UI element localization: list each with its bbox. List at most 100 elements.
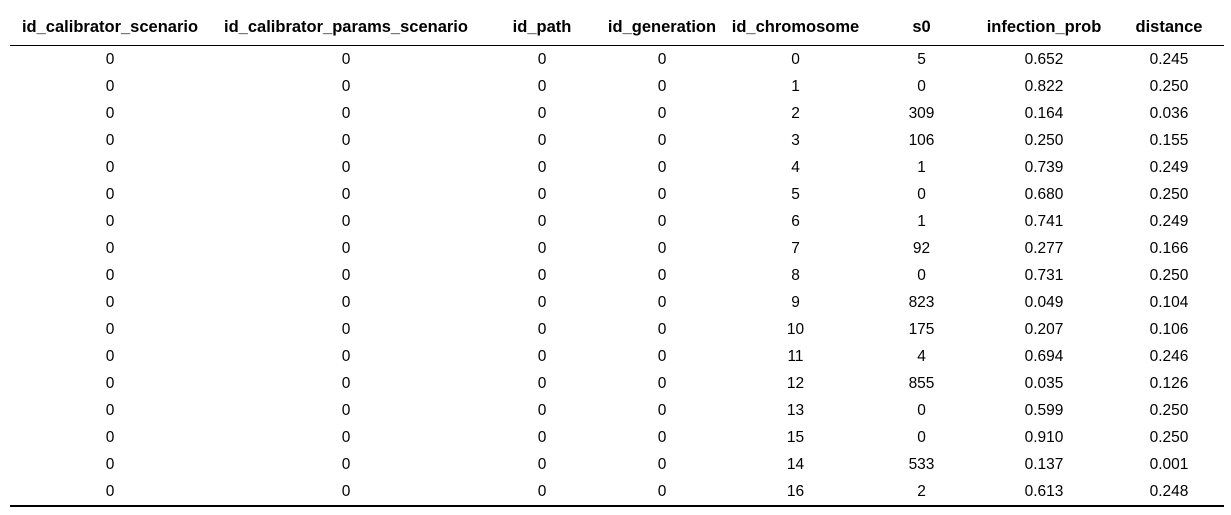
table-cell-id-calibrator-params-scenario: 0 [341,266,351,284]
table-cell-id-calibrator-scenario: 0 [105,320,115,338]
table-cell-id-chromosome: 10 [786,320,805,338]
table-cell-id-calibrator-params-scenario: 0 [341,401,351,419]
table-cell-id-generation: 0 [657,158,667,176]
table-cell-id-path: 0 [537,428,547,446]
table-cell-s0: 2 [869,478,974,507]
table-cell-s0: 4 [917,347,926,365]
table-cell-id-path: 0 [537,266,547,284]
table-cell-id-chromosome: 11 [787,347,804,365]
table-cell-id-calibrator-scenario: 0 [105,131,115,149]
table-cell-distance: 0.155 [1149,131,1189,149]
column-header-distance: distance [1114,10,1224,46]
table-cell-id-generation: 0 [657,104,667,122]
table-cell-id-path: 0 [537,77,547,95]
table-cell-infection-prob: 0.694 [1024,347,1064,365]
table-cell-id-chromosome: 2 [791,104,800,122]
table-row: 0 0 0 0 8 0 0.731 0.250 [10,262,1224,289]
table-row: 0 0 0 0 11 4 0.694 0.246 [10,343,1224,370]
table-cell-id-calibrator-scenario: 0 [105,185,115,203]
table-cell-id-calibrator-scenario: 0 [105,428,115,446]
table-cell-id-calibrator-scenario: 0 [105,455,115,473]
table-cell-id-calibrator-params-scenario: 0 [341,77,351,95]
table-cell-id-chromosome: 5 [791,185,800,203]
table-cell-distance: 0.166 [1149,239,1189,257]
table-cell-infection-prob: 0.652 [1024,50,1064,68]
table-cell-distance: 0.250 [1149,77,1189,95]
table-cell-distance: 0.250 [1149,401,1189,419]
table-row: 0 0 0 0 16 2 0.613 0.248 [10,478,1224,507]
table-cell-distance: 0.245 [1149,50,1189,68]
table-cell-id-generation: 0 [657,320,667,338]
column-header-id-calibrator-params-scenario: id_calibrator_params_scenario [210,10,482,46]
table-row: 0 0 0 0 13 0 0.599 0.250 [10,397,1224,424]
table-cell-id-calibrator-params-scenario: 0 [341,50,351,68]
table-cell-id-generation: 0 [657,347,667,365]
table-cell-id-path: 0 [537,374,547,392]
table-cell-id-calibrator-params-scenario: 0 [341,293,351,311]
table-cell-id-calibrator-scenario: 0 [10,478,210,507]
table-cell-id-calibrator-scenario: 0 [105,77,115,95]
table-row: 0 0 0 0 6 1 0.741 0.249 [10,208,1224,235]
table-cell-s0: 0 [917,185,926,203]
table-cell-id-calibrator-params-scenario: 0 [341,185,351,203]
table-cell-id-calibrator-params-scenario: 0 [341,374,351,392]
table-cell-id-path: 0 [537,50,547,68]
table-cell-distance: 0.248 [1114,478,1224,507]
table-cell-id-calibrator-params-scenario: 0 [341,320,351,338]
table-cell-id-generation: 0 [657,266,667,284]
table-cell-id-chromosome: 16 [722,478,869,507]
table-cell-id-path: 0 [537,239,547,257]
table-cell-id-generation: 0 [657,374,667,392]
table-row: 0 0 0 0 4 1 0.739 0.249 [10,154,1224,181]
table-cell-s0: 1 [917,212,926,230]
table-cell-id-chromosome: 1 [791,77,800,95]
table-cell-id-calibrator-params-scenario: 0 [341,455,351,473]
table-cell-infection-prob: 0.739 [1024,158,1064,176]
table-cell-id-chromosome: 8 [791,266,800,284]
table-cell-id-path: 0 [537,131,547,149]
table-cell-infection-prob: 0.741 [1024,212,1064,230]
table-cell-distance: 0.250 [1149,428,1189,446]
table-cell-id-path: 0 [537,185,547,203]
table-cell-s0: 106 [908,131,935,149]
column-header-infection-prob: infection_prob [974,10,1114,46]
table-cell-id-calibrator-params-scenario: 0 [341,212,351,230]
table-cell-id-calibrator-params-scenario: 0 [341,104,351,122]
table-cell-id-generation: 0 [657,50,667,68]
table-cell-id-path: 0 [537,320,547,338]
table-row: 0 0 0 0 3 106 0.250 0.155 [10,127,1224,154]
table-cell-id-calibrator-scenario: 0 [105,293,115,311]
table-cell-infection-prob: 0.049 [1024,293,1064,311]
table-cell-id-chromosome: 13 [786,401,805,419]
table-cell-id-chromosome: 14 [786,455,805,473]
table-row: 0 0 0 0 5 0 0.680 0.250 [10,181,1224,208]
table-row: 0 0 0 0 10 175 0.207 0.106 [10,316,1224,343]
table-cell-infection-prob: 0.731 [1024,266,1064,284]
table-cell-s0: 533 [908,455,935,473]
table-cell-distance: 0.250 [1149,266,1189,284]
table-cell-id-generation: 0 [657,185,667,203]
table-cell-distance: 0.104 [1149,293,1189,311]
table-cell-s0: 175 [908,320,935,338]
table-cell-id-chromosome: 7 [791,239,800,257]
table-cell-id-calibrator-params-scenario: 0 [341,347,351,365]
table-row: 0 0 0 0 9 823 0.049 0.104 [10,289,1224,316]
table-cell-distance: 0.249 [1149,158,1189,176]
table-cell-s0: 0 [917,428,926,446]
table-row: 0 0 0 0 15 0 0.910 0.250 [10,424,1224,451]
column-header-id-calibrator-scenario: id_calibrator_scenario [10,10,210,46]
table-cell-id-chromosome: 4 [791,158,800,176]
table-cell-id-calibrator-scenario: 0 [105,212,115,230]
table-cell-id-calibrator-scenario: 0 [105,401,115,419]
table-cell-id-generation: 0 [657,77,667,95]
table-cell-id-calibrator-scenario: 0 [105,239,115,257]
table-row: 0 0 0 0 7 92 0.277 0.166 [10,235,1224,262]
table-cell-id-path: 0 [537,104,547,122]
table-cell-id-calibrator-scenario: 0 [105,266,115,284]
table-cell-id-calibrator-params-scenario: 0 [341,131,351,149]
table-cell-infection-prob: 0.164 [1024,104,1064,122]
table-cell-id-chromosome: 0 [791,50,800,68]
table-cell-id-calibrator-scenario: 0 [105,347,115,365]
table-row: 0 0 0 0 1 0 0.822 0.250 [10,73,1224,100]
table-cell-id-chromosome: 15 [786,428,805,446]
